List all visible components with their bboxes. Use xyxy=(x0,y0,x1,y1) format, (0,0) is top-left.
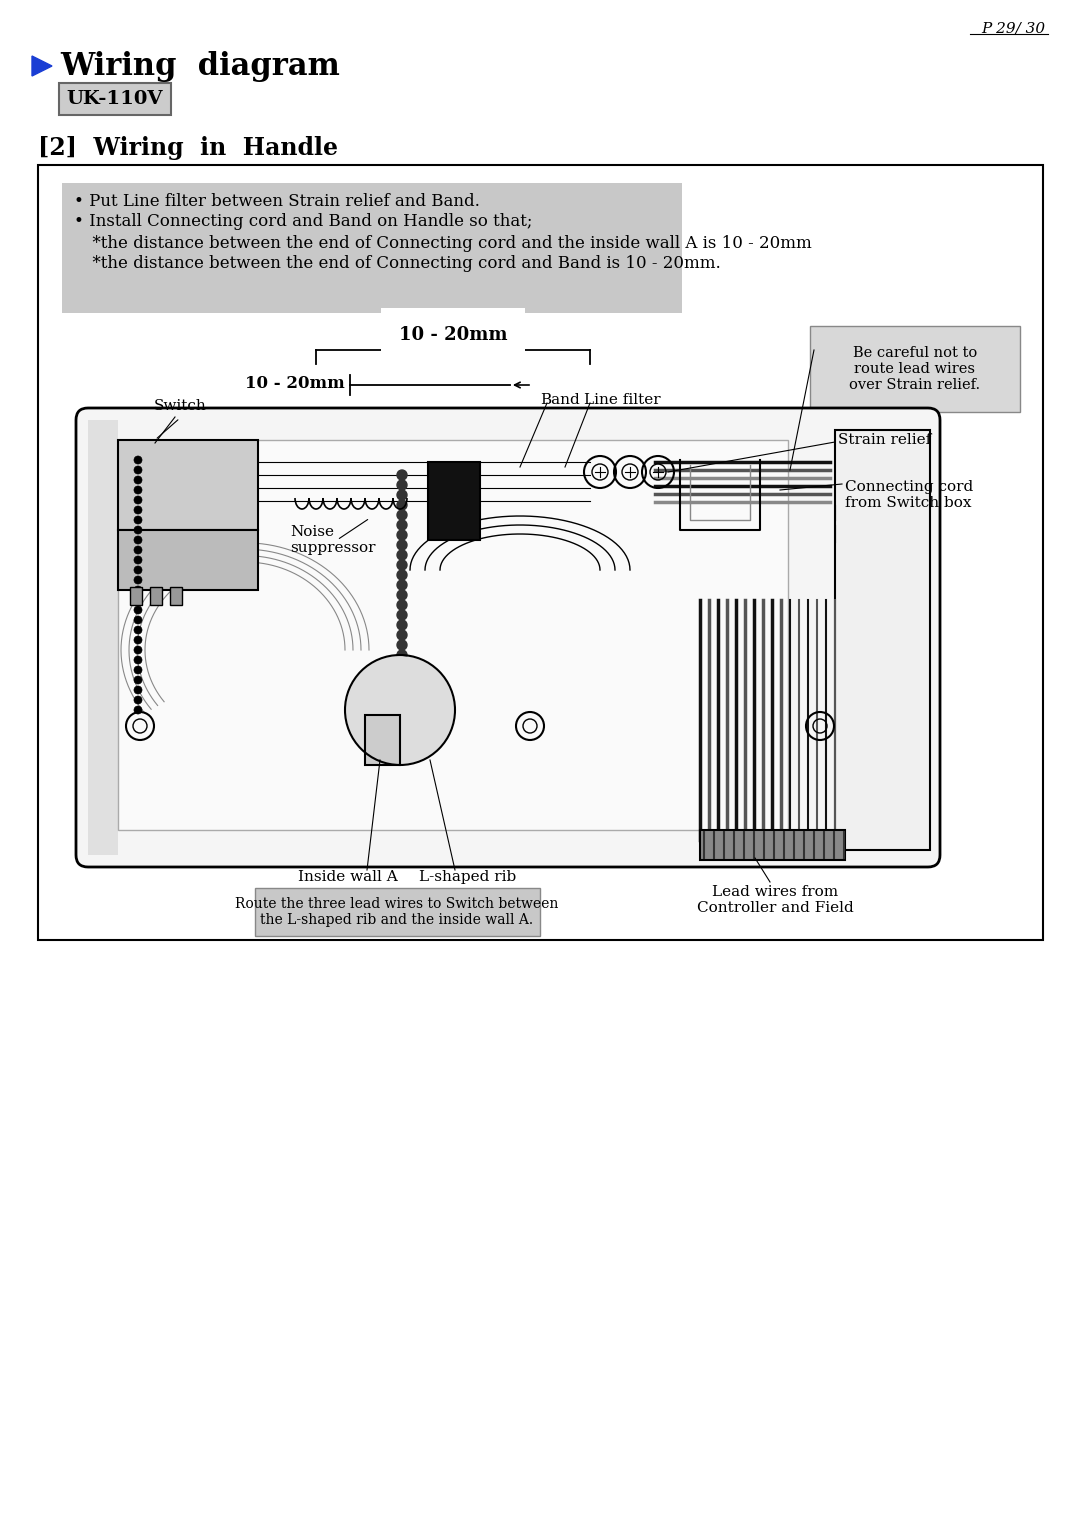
Circle shape xyxy=(397,649,407,660)
Circle shape xyxy=(134,486,141,494)
Circle shape xyxy=(397,570,407,581)
Circle shape xyxy=(134,466,141,474)
Text: Band: Band xyxy=(540,393,580,406)
FancyBboxPatch shape xyxy=(59,83,171,115)
Bar xyxy=(150,587,162,605)
Circle shape xyxy=(134,565,141,575)
Text: Inside wall A: Inside wall A xyxy=(298,869,397,885)
Text: Line filter: Line filter xyxy=(584,393,661,406)
Circle shape xyxy=(134,497,141,504)
Bar xyxy=(835,429,930,850)
Bar xyxy=(62,183,681,313)
Text: Connecting cord
from Switch box: Connecting cord from Switch box xyxy=(845,480,973,510)
Circle shape xyxy=(397,530,407,539)
Circle shape xyxy=(134,506,141,513)
Circle shape xyxy=(134,576,141,584)
Text: Be careful not to
route lead wires
over Strain relief.: Be careful not to route lead wires over … xyxy=(850,345,981,393)
Text: P 29/ 30: P 29/ 30 xyxy=(981,21,1045,35)
Circle shape xyxy=(397,590,407,601)
Circle shape xyxy=(397,680,407,691)
Circle shape xyxy=(134,536,141,544)
Circle shape xyxy=(397,630,407,640)
Bar xyxy=(255,888,540,937)
Text: Route the three lead wires to Switch between
the L-shaped rib and the inside wal: Route the three lead wires to Switch bet… xyxy=(235,897,558,927)
Circle shape xyxy=(134,545,141,555)
Circle shape xyxy=(134,526,141,533)
Bar xyxy=(118,530,258,590)
Text: Wiring  diagram: Wiring diagram xyxy=(60,50,340,81)
Circle shape xyxy=(134,646,141,654)
Bar xyxy=(130,587,141,605)
Circle shape xyxy=(134,666,141,674)
Bar xyxy=(810,325,1020,413)
Bar xyxy=(170,587,183,605)
Circle shape xyxy=(134,626,141,634)
Circle shape xyxy=(134,607,141,614)
Text: • Put Line filter between Strain relief and Band.: • Put Line filter between Strain relief … xyxy=(75,194,480,211)
Circle shape xyxy=(134,516,141,524)
Text: Noise
suppressor: Noise suppressor xyxy=(291,526,376,555)
Circle shape xyxy=(134,596,141,604)
Text: L-shaped rib: L-shaped rib xyxy=(419,869,516,885)
Text: 10 - 20mm: 10 - 20mm xyxy=(399,325,508,344)
Circle shape xyxy=(134,477,141,484)
Circle shape xyxy=(134,706,141,714)
Text: *the distance between the end of Connecting cord and Band is 10 - 20mm.: *the distance between the end of Connect… xyxy=(82,255,720,272)
Text: Strain relief: Strain relief xyxy=(838,432,931,448)
Circle shape xyxy=(397,510,407,520)
Text: *the distance between the end of Connecting cord and the inside wall A is 10 - 2: *the distance between the end of Connect… xyxy=(82,234,812,252)
Bar xyxy=(87,420,118,856)
Text: • Install Connecting cord and Band on Handle so that;: • Install Connecting cord and Band on Ha… xyxy=(75,214,532,231)
Circle shape xyxy=(397,539,407,550)
Circle shape xyxy=(397,550,407,559)
Circle shape xyxy=(397,490,407,500)
Circle shape xyxy=(397,711,407,720)
Bar xyxy=(365,715,400,766)
Circle shape xyxy=(134,695,141,704)
Circle shape xyxy=(397,500,407,510)
Circle shape xyxy=(134,616,141,623)
Circle shape xyxy=(397,559,407,570)
Circle shape xyxy=(397,620,407,630)
Circle shape xyxy=(397,581,407,590)
Circle shape xyxy=(397,669,407,680)
Text: UK-110V: UK-110V xyxy=(67,90,163,108)
Circle shape xyxy=(397,520,407,530)
FancyBboxPatch shape xyxy=(76,408,940,866)
Bar xyxy=(428,461,480,539)
Circle shape xyxy=(134,587,141,594)
Text: Lead wires from
Controller and Field: Lead wires from Controller and Field xyxy=(697,885,853,915)
Circle shape xyxy=(397,480,407,490)
Circle shape xyxy=(397,601,407,610)
Circle shape xyxy=(397,700,407,711)
Circle shape xyxy=(397,471,407,480)
Circle shape xyxy=(346,656,454,764)
Text: Switch: Switch xyxy=(153,399,206,413)
Text: [2]  Wiring  in  Handle: [2] Wiring in Handle xyxy=(38,136,338,160)
Circle shape xyxy=(397,660,407,669)
Circle shape xyxy=(397,691,407,700)
Bar xyxy=(118,440,258,530)
Bar xyxy=(38,165,1043,940)
Circle shape xyxy=(134,686,141,694)
Polygon shape xyxy=(32,57,52,76)
Circle shape xyxy=(397,610,407,620)
Circle shape xyxy=(134,556,141,564)
Text: 10 - 20mm: 10 - 20mm xyxy=(245,374,345,391)
Circle shape xyxy=(134,636,141,643)
Circle shape xyxy=(134,656,141,665)
Circle shape xyxy=(134,455,141,465)
Circle shape xyxy=(134,675,141,685)
Circle shape xyxy=(397,640,407,649)
Bar xyxy=(118,440,788,830)
Bar xyxy=(700,830,845,860)
